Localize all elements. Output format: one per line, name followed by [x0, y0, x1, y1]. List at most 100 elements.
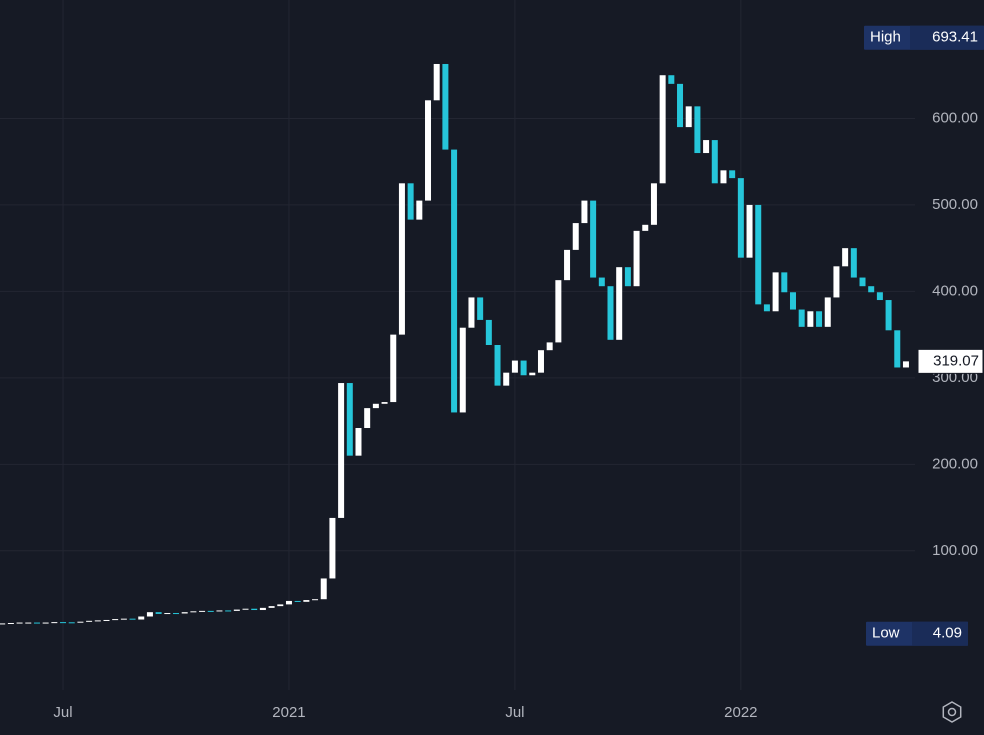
candle-body: [68, 622, 75, 624]
y-tick-label: 200.00: [932, 455, 978, 472]
candle-body: [746, 204, 753, 258]
candle: [607, 286, 614, 340]
candle: [120, 618, 127, 620]
candle: [633, 230, 640, 287]
candle-body: [372, 403, 379, 409]
candle: [164, 613, 171, 615]
settings-dot[interactable]: [947, 707, 957, 717]
candle: [737, 178, 744, 258]
x-tick-label: Jul: [505, 704, 524, 721]
candle: [772, 272, 779, 312]
candle-body: [86, 620, 93, 622]
settings-hexagon[interactable]: [942, 701, 962, 723]
settings-icon[interactable]: [942, 701, 962, 723]
candle-body: [442, 63, 449, 150]
candle-body: [155, 612, 162, 614]
candle-body: [902, 361, 909, 368]
candle-body: [816, 311, 823, 327]
candle-body: [616, 267, 623, 340]
candle: [529, 372, 536, 376]
candle-body: [677, 83, 684, 128]
candle: [277, 604, 284, 607]
candle: [407, 183, 414, 220]
candle: [233, 609, 240, 611]
y-tick-label: 100.00: [932, 542, 978, 559]
candle: [494, 345, 501, 386]
candle: [703, 140, 710, 154]
candle: [68, 622, 75, 624]
candle: [155, 612, 162, 614]
candle-body: [16, 622, 23, 624]
candle-body: [763, 304, 770, 312]
candle-body: [668, 75, 675, 84]
candle: [876, 292, 883, 301]
candle-body: [546, 342, 553, 351]
candle: [807, 311, 814, 327]
candle: [555, 280, 562, 343]
candle-body: [833, 266, 840, 298]
candle: [616, 267, 623, 340]
candle-body: [138, 616, 145, 620]
x-tick-label: Jul: [53, 704, 72, 721]
candle: [285, 600, 292, 605]
candle: [537, 350, 544, 373]
candle: [842, 248, 849, 267]
candle: [720, 170, 727, 184]
candle-body: [685, 106, 692, 128]
candle: [242, 608, 249, 610]
candle: [33, 622, 40, 624]
candle: [268, 606, 275, 608]
candle-body: [642, 224, 649, 231]
candle-body: [303, 600, 310, 602]
candle: [16, 622, 23, 624]
candle: [381, 402, 388, 404]
candle: [468, 297, 475, 328]
candle: [729, 170, 736, 179]
candle: [685, 106, 692, 128]
candle: [755, 204, 762, 305]
candle-body: [859, 277, 866, 287]
candle: [112, 619, 119, 621]
candle-body: [77, 621, 84, 623]
candle: [338, 383, 345, 518]
candle: [902, 361, 909, 368]
low-value-box: [912, 621, 968, 646]
candle-body: [485, 319, 492, 345]
candle: [694, 106, 701, 154]
candle: [138, 616, 145, 620]
candle-body: [25, 622, 32, 624]
candle: [86, 620, 93, 622]
candle: [294, 600, 301, 602]
candle-body: [842, 248, 849, 267]
candle-body: [511, 360, 518, 373]
candle-body: [112, 619, 119, 621]
candle-body: [581, 200, 588, 224]
candle-body: [294, 600, 301, 602]
candle: [894, 330, 901, 368]
candle: [216, 610, 223, 612]
candle-body: [60, 622, 67, 624]
candle-body: [737, 178, 744, 258]
candle-body: [703, 140, 710, 154]
candle-body: [755, 204, 762, 305]
high-value-box: [910, 25, 984, 50]
candle-body: [251, 608, 258, 611]
candle-body: [650, 183, 657, 225]
candle-body: [173, 613, 179, 615]
candle-body: [164, 613, 171, 615]
candle-body: [285, 600, 292, 605]
candle-body: [338, 383, 345, 518]
candle: [199, 610, 206, 612]
candle-body: [364, 408, 371, 429]
y-tick-label: 400.00: [932, 282, 978, 299]
candle-body: [607, 286, 614, 340]
candle: [207, 610, 214, 612]
candle-body: [494, 345, 501, 386]
candle-body: [268, 606, 275, 608]
candle-body: [207, 610, 214, 612]
candle-body: [346, 383, 353, 456]
candle: [824, 297, 831, 327]
candle-body: [181, 612, 188, 614]
candle-body: [824, 297, 831, 327]
